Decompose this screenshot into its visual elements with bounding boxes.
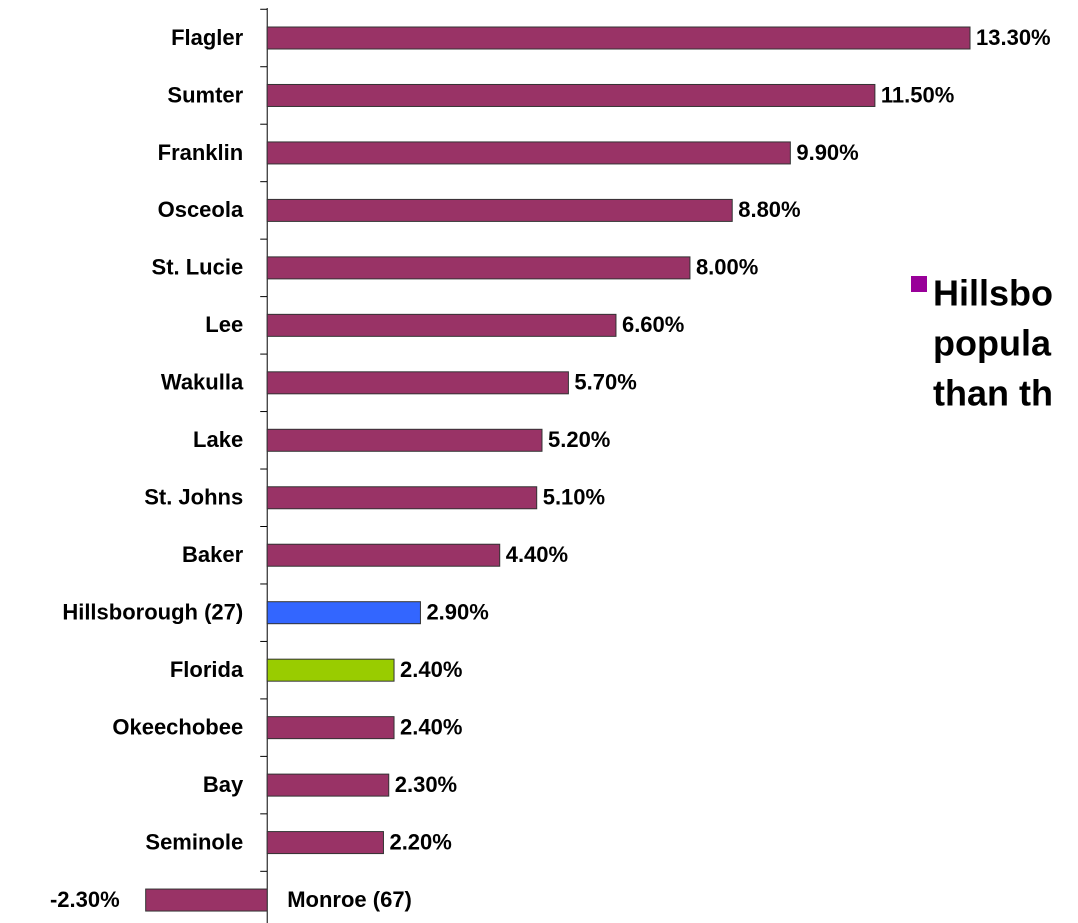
category-label: Baker <box>182 542 244 567</box>
category-label: Monroe (67) <box>287 887 412 912</box>
category-label: Lee <box>205 312 243 337</box>
bar <box>266 141 791 165</box>
value-label: -2.30% <box>50 887 120 912</box>
category-label: Florida <box>170 657 244 682</box>
bar <box>266 486 538 510</box>
bar <box>266 658 395 682</box>
bar <box>266 831 384 855</box>
bar <box>266 371 569 395</box>
bar <box>266 428 543 452</box>
value-label: 6.60% <box>622 312 684 337</box>
annotation: Hillsbo <box>933 273 1053 314</box>
value-label: 5.70% <box>574 370 636 395</box>
annotation: than th <box>933 373 1053 414</box>
bar <box>266 773 390 797</box>
bar <box>266 26 971 50</box>
value-label: 2.30% <box>395 772 457 797</box>
value-label: 11.50% <box>881 82 954 107</box>
bar <box>266 83 876 107</box>
value-label: 2.40% <box>400 714 462 739</box>
bar <box>266 256 691 280</box>
bar <box>145 888 268 912</box>
category-label: Wakulla <box>161 370 244 395</box>
value-label: 5.10% <box>543 485 605 510</box>
value-label: 2.40% <box>400 657 462 682</box>
category-label: St. Lucie <box>152 255 244 280</box>
value-label: 8.00% <box>696 255 758 280</box>
value-label: 13.30% <box>976 25 1051 50</box>
bullet <box>911 276 927 292</box>
category-label: Bay <box>203 772 244 797</box>
value-label: 4.40% <box>506 542 568 567</box>
bar <box>266 543 501 567</box>
category-label: Osceola <box>158 197 244 222</box>
bar <box>266 313 617 337</box>
category-label: St. Johns <box>144 485 243 510</box>
category-label: Sumter <box>167 82 243 107</box>
category-label: Flagler <box>171 25 244 50</box>
bar <box>266 716 395 740</box>
category-label: Franklin <box>158 140 244 165</box>
value-label: 9.90% <box>796 140 858 165</box>
category-label: Hillsborough (27) <box>62 600 243 625</box>
value-label: 2.90% <box>426 600 488 625</box>
category-label: Seminole <box>145 829 243 854</box>
bar <box>266 198 733 222</box>
value-label: 5.20% <box>548 427 610 452</box>
category-label: Lake <box>193 427 243 452</box>
value-label: 8.80% <box>738 197 800 222</box>
value-label: 2.20% <box>389 829 451 854</box>
bar <box>266 601 421 625</box>
category-label: Okeechobee <box>112 714 243 739</box>
annotation: popula <box>933 323 1052 364</box>
